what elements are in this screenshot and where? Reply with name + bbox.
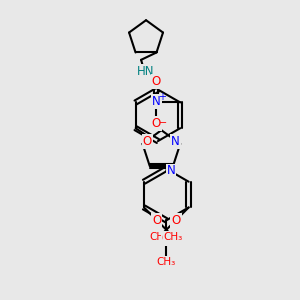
Text: CH₃: CH₃ <box>164 232 183 242</box>
Text: HN: HN <box>137 65 155 78</box>
Text: N: N <box>167 164 176 178</box>
Text: O: O <box>152 117 161 130</box>
Text: N: N <box>171 135 180 148</box>
Text: O: O <box>152 214 161 226</box>
Text: −: − <box>159 118 167 128</box>
Text: O: O <box>162 232 171 245</box>
Text: O: O <box>171 214 181 226</box>
Text: +: + <box>158 92 166 101</box>
Text: CH₃: CH₃ <box>150 232 169 242</box>
Text: CH₃: CH₃ <box>157 257 176 267</box>
Text: O: O <box>143 135 152 148</box>
Text: O: O <box>152 75 161 88</box>
Text: N: N <box>152 95 161 108</box>
